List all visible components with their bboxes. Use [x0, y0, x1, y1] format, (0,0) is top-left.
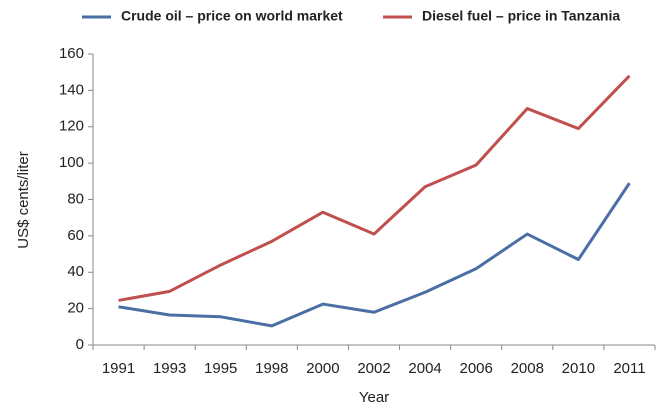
- x-tick-label: 2011: [613, 360, 645, 377]
- y-tick-label: 160: [59, 45, 84, 62]
- x-tick-label: 1993: [153, 360, 186, 377]
- y-tick-label: 40: [67, 263, 84, 280]
- y-tick-label: 100: [59, 154, 84, 171]
- y-tick-label: 140: [59, 81, 84, 98]
- y-tick-label: 20: [67, 300, 84, 317]
- legend-label: Crude oil – price on world market: [121, 8, 343, 24]
- x-tick-label: 2002: [357, 360, 390, 377]
- y-tick-label: 120: [59, 118, 84, 135]
- y-tick-label: 0: [76, 336, 84, 353]
- y-axis-label: US$ cents/liter: [15, 151, 32, 249]
- x-tick-label: 2004: [408, 360, 441, 377]
- x-tick-label: 2000: [306, 360, 339, 377]
- x-tick-label: 2010: [562, 360, 595, 377]
- x-tick-label: 2006: [459, 360, 492, 377]
- x-tick-label: 2008: [511, 360, 544, 377]
- data-line: [118, 182, 631, 328]
- legend-label: Diesel fuel – price in Tanzania: [422, 8, 620, 24]
- x-tick-label: 1998: [255, 360, 288, 377]
- data-line: [118, 74, 631, 302]
- x-tick-label: 1995: [204, 360, 237, 377]
- x-axis-label: Year: [359, 389, 389, 406]
- x-tick-label: 1991: [102, 360, 135, 377]
- y-tick-label: 80: [67, 190, 84, 207]
- y-tick-label: 60: [67, 227, 84, 244]
